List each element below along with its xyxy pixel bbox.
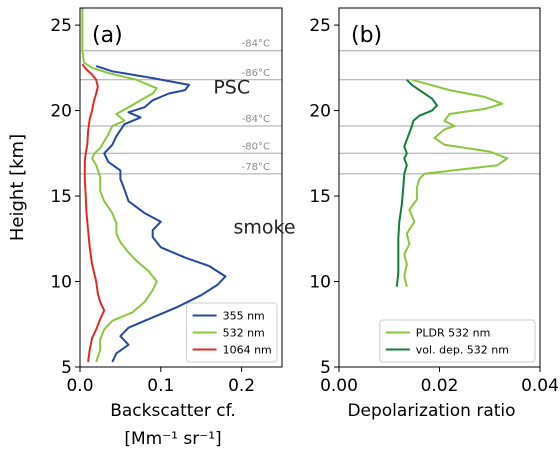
y-tick-label: 25 <box>50 16 72 36</box>
legend-entry: PLDR 532 nm <box>416 327 491 340</box>
panel-a: -84°C -86°C -84°C -80°C -78°C 5 10 15 20 25 0.0 0.1… <box>7 7 296 449</box>
temperature-label: -80°C <box>242 141 270 152</box>
x-tick-label: 0.04 <box>521 376 559 396</box>
temperature-label: -84°C <box>242 114 270 125</box>
y-tick-label: 10 <box>50 273 72 293</box>
legend-entry: 1064 nm <box>223 344 272 357</box>
series-line-pldr-532-nm <box>403 78 509 287</box>
temperature-label: -78°C <box>242 162 270 173</box>
x-axis-label: Backscatter cf. <box>110 401 236 421</box>
annotation: PSC <box>213 76 250 98</box>
x-tick-label: 0.1 <box>147 376 174 396</box>
annotation: smoke <box>234 217 296 239</box>
legend-box <box>186 302 278 363</box>
x-axis-label: Depolarization ratio <box>347 401 515 421</box>
y-tick-label: 10 <box>309 273 331 293</box>
y-tick-label: 5 <box>320 358 331 378</box>
series-line-355-nm <box>95 65 227 363</box>
legend-entry: 532 nm <box>223 327 265 340</box>
y-tick-label: 25 <box>309 16 331 36</box>
legend-box <box>379 319 536 363</box>
x-tick-label: 0.2 <box>228 376 255 396</box>
y-axis-label: Height [km] <box>7 134 28 241</box>
y-tick-label: 15 <box>309 187 331 207</box>
panel-b: 5 10 15 20 25 0.00 0.02 0.04 (b) Depolarization r… <box>309 7 559 421</box>
series-line-1064-nm <box>81 63 106 363</box>
series-line-vol-dep-532-nm <box>395 79 438 287</box>
legend: 355 nm 532 nm 1064 nm <box>186 302 278 363</box>
plot-frame <box>79 7 283 368</box>
plot-frame <box>338 7 541 368</box>
panel-label: (b) <box>351 23 382 48</box>
legend-entry: 355 nm <box>223 310 265 323</box>
legend-entry: vol. dep. 532 nm <box>416 344 509 357</box>
x-axis-units: [Mm⁻¹ sr⁻¹] <box>124 429 221 449</box>
y-tick-label: 20 <box>309 102 331 122</box>
temperature-label: -84°C <box>242 39 270 50</box>
x-tick-label: 0.02 <box>421 376 459 396</box>
legend: PLDR 532 nm vol. dep. 532 nm <box>379 319 536 363</box>
y-tick-label: 15 <box>50 187 72 207</box>
x-tick-label: 0.00 <box>320 376 358 396</box>
y-tick-label: 5 <box>61 358 72 378</box>
panel-label: (a) <box>92 23 123 48</box>
x-tick-label: 0.0 <box>66 376 93 396</box>
series-line-532-nm <box>81 8 158 363</box>
y-tick-label: 20 <box>50 102 72 122</box>
temperature-label: -86°C <box>242 68 270 79</box>
